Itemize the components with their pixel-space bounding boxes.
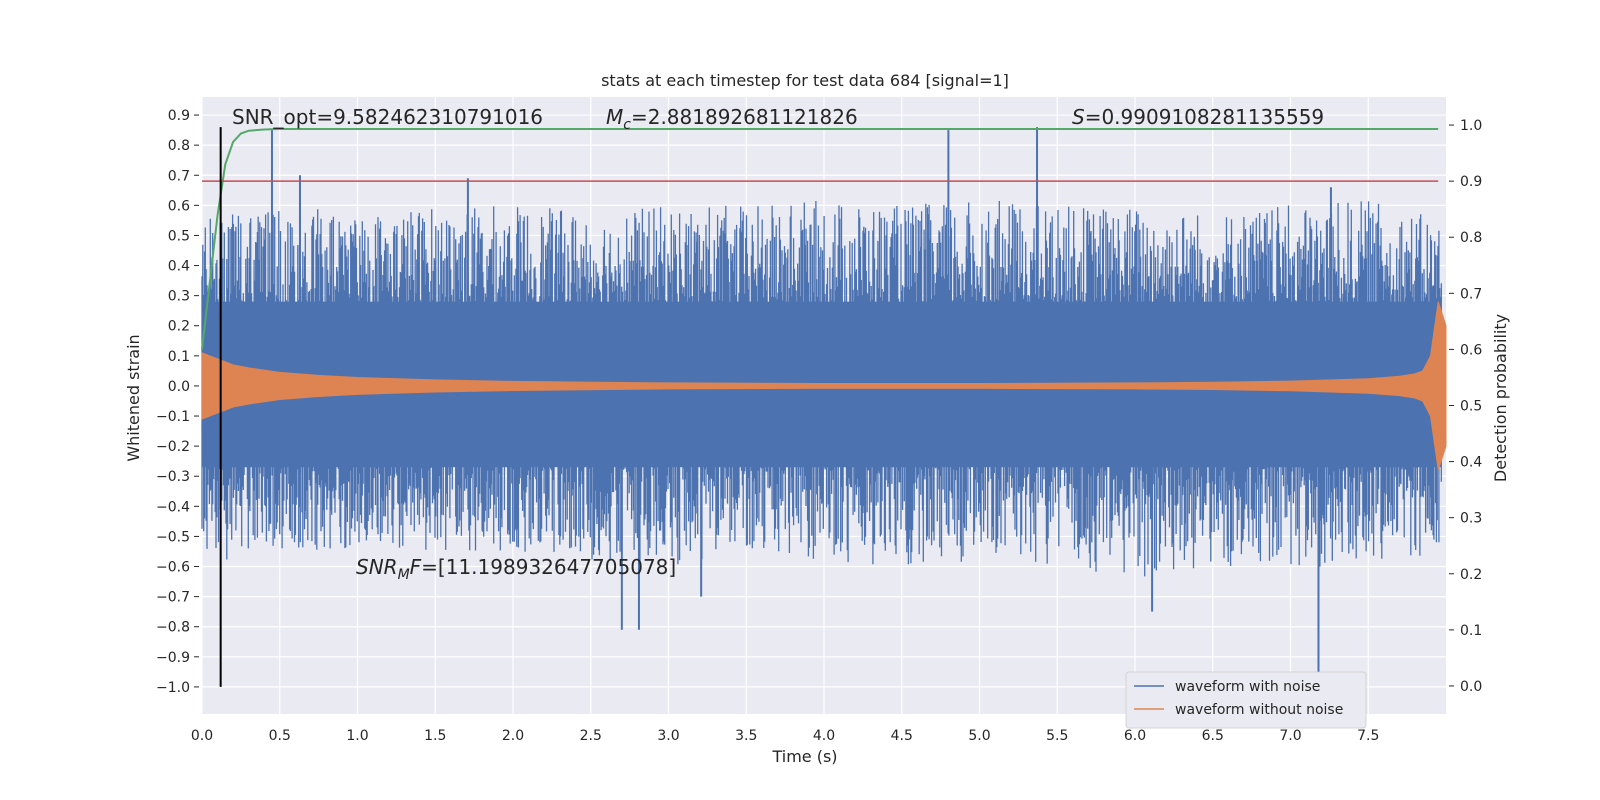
y-axis-ticks: 0.9 0.8 0.7 0.6 0.5 0.4 0.3 0.2 0.1 0.0 −0.1 −0.2 −0…	[156, 108, 199, 696]
annotation-chirp-mass-sub: c	[623, 117, 631, 133]
x-tick-label: 3.0	[657, 728, 679, 744]
annotation-s: S=0.9909108281135559	[1072, 105, 1324, 129]
y2-tick-label: 0.7	[1460, 286, 1482, 302]
y-tick-label: 0.5	[168, 228, 190, 244]
x-tick-label: 3.5	[735, 728, 757, 744]
y-tick-label: −0.1	[156, 409, 190, 425]
legend: waveform with noise waveform without noi…	[1125, 671, 1367, 729]
y-tick-label: −0.9	[156, 650, 190, 666]
y-tick-label: −0.7	[156, 590, 190, 606]
annotation-snr-mf: SNRMF=[11.198932647705078]	[356, 555, 676, 583]
x-tick-label: 4.5	[891, 728, 913, 744]
annotation-snr-mf-sub: M	[398, 567, 410, 583]
annotation-chirp-mass-value: =2.881892681121826	[631, 105, 858, 129]
y-tick-label: 0.0	[168, 379, 190, 395]
series-waveform-without-noise	[201, 301, 1447, 471]
x-tick-label: 7.5	[1357, 728, 1379, 744]
annotation-snr-mf-value: =[11.198932647705078]	[421, 555, 676, 579]
y-tick-label: 0.3	[168, 289, 190, 305]
x-tick-label: 1.5	[424, 728, 446, 744]
y-tick-label: −1.0	[156, 680, 190, 696]
y2-axis-ticks: 1.0 0.9 0.8 0.7 0.6 0.5 0.4 0.3 0.2 0.1 0.0	[1449, 118, 1482, 695]
y-tick-label: 0.4	[168, 259, 190, 275]
legend-box	[1125, 671, 1367, 729]
y-tick-label: −0.6	[156, 560, 190, 576]
x-tick-label: 6.0	[1124, 728, 1146, 744]
y2-tick-label: 0.3	[1460, 511, 1482, 527]
legend-label-clean: waveform without noise	[1175, 702, 1343, 718]
x-tick-label: 0.5	[269, 728, 291, 744]
y2-axis-label: Detection probability	[1491, 314, 1510, 482]
x-tick-label: 6.5	[1202, 728, 1224, 744]
annotation-snr-mf-tail: F	[410, 555, 422, 579]
annotation-s-symbol: S	[1072, 105, 1085, 129]
y-tick-label: −0.4	[156, 499, 190, 515]
y-tick-label: −0.8	[156, 620, 190, 636]
y-tick-label: −0.2	[156, 439, 190, 455]
y2-tick-label: 0.4	[1460, 455, 1482, 471]
annotation-chirp-mass-symbol: M	[606, 105, 623, 129]
y-tick-label: 0.6	[168, 198, 190, 214]
annotation-snr-mf-symbol: SNR	[356, 555, 398, 579]
y-tick-label: 0.7	[168, 168, 190, 184]
y2-tick-label: 0.9	[1460, 174, 1482, 190]
x-tick-label: 2.0	[502, 728, 524, 744]
y-tick-label: 0.9	[168, 108, 190, 124]
y2-tick-label: 1.0	[1460, 118, 1482, 134]
y2-tick-label: 0.8	[1460, 230, 1482, 246]
y-tick-label: −0.3	[156, 469, 190, 485]
y2-tick-label: 0.2	[1460, 567, 1482, 583]
x-tick-label: 4.0	[813, 728, 835, 744]
y-tick-label: 0.2	[168, 319, 190, 335]
x-tick-label: 2.5	[580, 728, 602, 744]
x-tick-label: 5.5	[1046, 728, 1068, 744]
y-tick-label: 0.1	[168, 349, 190, 365]
annotation-snr-opt: SNR_opt=9.582462310791016	[232, 105, 543, 129]
x-tick-label: 7.0	[1279, 728, 1301, 744]
x-axis-ticks: 0.0 0.5 1.0 1.5 2.0 2.5 3.0 3.5 4.0 4.5 5.0 5.5 6.0 6…	[191, 728, 1380, 744]
legend-label-noise: waveform with noise	[1175, 679, 1320, 695]
x-axis-label: Time (s)	[771, 747, 837, 766]
y2-tick-label: 0.0	[1460, 679, 1482, 695]
y-axis-label: Whitened strain	[124, 334, 143, 461]
y-tick-label: 0.8	[168, 138, 190, 154]
clean-waveform-band	[201, 301, 1447, 471]
y2-tick-label: 0.5	[1460, 399, 1482, 415]
chart-title: stats at each timestep for test data 684…	[601, 71, 1009, 90]
markers	[202, 127, 1439, 687]
x-tick-label: 0.0	[191, 728, 213, 744]
y2-tick-label: 0.1	[1460, 623, 1482, 639]
x-tick-label: 1.0	[346, 728, 368, 744]
y-tick-label: −0.5	[156, 529, 190, 545]
x-tick-label: 5.0	[968, 728, 990, 744]
annotation-chirp-mass: Mc=2.881892681121826	[606, 105, 858, 133]
annotation-s-value: =0.9909108281135559	[1085, 105, 1324, 129]
y2-tick-label: 0.6	[1460, 342, 1482, 358]
